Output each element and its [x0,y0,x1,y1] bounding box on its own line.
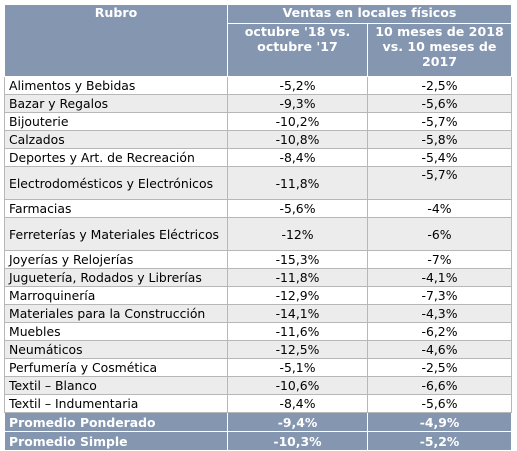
rubro-cell: Calzados [4,130,228,149]
table-row: Materiales para la Construcción -14,1% -4,… [4,304,512,323]
total-ytd-cell: -4,9% [367,412,512,432]
rubro-cell: Electrodomésticos y Electrónicos [4,166,228,200]
rubro-cell: Joyerías y Relojerías [4,250,228,269]
rubro-cell: Perfumería y Cosmética [4,358,228,377]
ytd-value-cell: -5,8% [367,130,512,149]
table-footer: Promedio Ponderado -9,4% -4,9% Promedio Sim… [4,412,512,451]
ytd-value-cell: -4,1% [367,268,512,287]
table-body: Alimentos y Bebidas -5,2% -2,5% Bazar y Reg… [4,76,512,413]
oct-value-cell: -11,8% [227,268,368,287]
table-row: Alimentos y Bebidas -5,2% -2,5% [4,76,512,95]
oct-value-cell: -8,4% [227,148,368,167]
table-row: Textil – Blanco -10,6% -6,6% [4,376,512,395]
ytd-value-cell: -2,5% [367,358,512,377]
table-row: Bazar y Regalos -9,3% -5,6% [4,94,512,113]
rubro-cell: Farmacias [4,199,228,218]
ytd-value-cell: -2,5% [367,76,512,95]
sales-table: Rubro Ventas en locales físicos octubre … [4,4,512,451]
oct-value-cell: -5,6% [227,199,368,218]
rubro-cell: Ferreterías y Materiales Eléctricos [4,217,228,251]
rubro-cell: Muebles [4,322,228,341]
oct-value-cell: -9,3% [227,94,368,113]
total-oct-cell: -9,4% [227,412,368,432]
total-row: Promedio Simple -10,3% -5,2% [4,431,512,451]
ytd-value-cell: -5,6% [367,394,512,413]
rubro-cell: Deportes y Art. de Recreación [4,148,228,167]
table-row: Marroquinería -12,9% -7,3% [4,286,512,305]
table-row: Joyerías y Relojerías -15,3% -7% [4,250,512,269]
table-row: Perfumería y Cosmética -5,1% -2,5% [4,358,512,377]
rubro-cell: Bazar y Regalos [4,94,228,113]
rubro-cell: Alimentos y Bebidas [4,76,228,95]
total-label-cell: Promedio Simple [4,431,228,451]
table-row: Electrodomésticos y Electrónicos -11,8% -5… [4,166,512,200]
table-row: Bijouterie -10,2% -5,7% [4,112,512,131]
rubro-cell: Juguetería, Rodados y Librerías [4,268,228,287]
table-header: Rubro Ventas en locales físicos octubre … [4,4,512,77]
oct-value-cell: -10,6% [227,376,368,395]
ytd-value-cell: -7,3% [367,286,512,305]
table-row: Juguetería, Rodados y Librerías -11,8% -4,… [4,268,512,287]
total-row: Promedio Ponderado -9,4% -4,9% [4,412,512,432]
rubro-cell: Neumáticos [4,340,228,359]
header-rubro: Rubro [4,4,228,77]
table-row: Muebles -11,6% -6,2% [4,322,512,341]
table-row: Farmacias -5,6% -4% [4,199,512,218]
header-group: Ventas en locales físicos [227,4,512,24]
rubro-cell: Textil – Blanco [4,376,228,395]
oct-value-cell: -10,8% [227,130,368,149]
header-oct-vs-oct: octubre '18 vs. octubre '17 [227,23,368,77]
table-row: Calzados -10,8% -5,8% [4,130,512,149]
oct-value-cell: -15,3% [227,250,368,269]
oct-value-cell: -12,9% [227,286,368,305]
table-row: Ferreterías y Materiales Eléctricos -12% -… [4,217,512,251]
oct-value-cell: -12,5% [227,340,368,359]
oct-value-cell: -8,4% [227,394,368,413]
rubro-cell: Bijouterie [4,112,228,131]
oct-value-cell: -11,6% [227,322,368,341]
ytd-value-cell: -4,6% [367,340,512,359]
ytd-value-cell: -5,4% [367,148,512,167]
ytd-value-cell: -4,3% [367,304,512,323]
oct-value-cell: -5,1% [227,358,368,377]
oct-value-cell: -11,8% [227,166,368,200]
ytd-value-cell: -6% [367,217,512,251]
rubro-cell: Textil – Indumentaria [4,394,228,413]
ytd-value-cell: -7% [367,250,512,269]
table-row: Neumáticos -12,5% -4,6% [4,340,512,359]
sales-table-container: Rubro Ventas en locales físicos octubre … [4,4,512,451]
table-row: Deportes y Art. de Recreación -8,4% -5,4% [4,148,512,167]
oct-value-cell: -12% [227,217,368,251]
ytd-value-cell: -5,6% [367,94,512,113]
total-oct-cell: -10,3% [227,431,368,451]
oct-value-cell: -14,1% [227,304,368,323]
table-row: Textil – Indumentaria -8,4% -5,6% [4,394,512,413]
rubro-cell: Materiales para la Construcción [4,304,228,323]
oct-value-cell: -10,2% [227,112,368,131]
ytd-value-cell: -4% [367,199,512,218]
ytd-value-cell: -6,2% [367,322,512,341]
ytd-value-cell: -6,6% [367,376,512,395]
total-label-cell: Promedio Ponderado [4,412,228,432]
ytd-value-cell: -5,7% [367,166,512,200]
ytd-value-cell: -5,7% [367,112,512,131]
oct-value-cell: -5,2% [227,76,368,95]
rubro-cell: Marroquinería [4,286,228,305]
header-ten-months: 10 meses de 2018 vs. 10 meses de 2017 [367,23,512,77]
total-ytd-cell: -5,2% [367,431,512,451]
